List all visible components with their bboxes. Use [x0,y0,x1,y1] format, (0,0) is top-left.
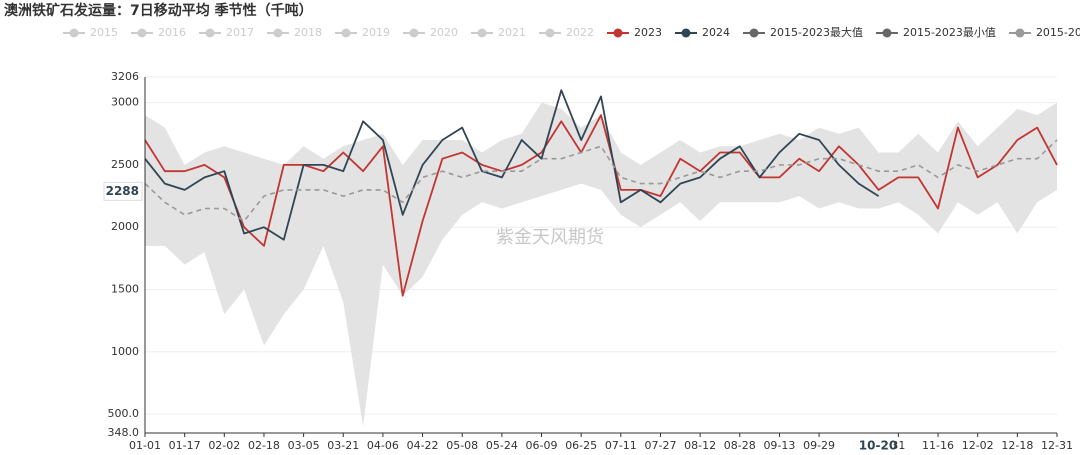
legend-label: 2018 [294,26,322,39]
pointer-y-label: 2288 [106,184,139,198]
y-tick-label: 2500 [111,158,139,171]
x-tick-label: 09-29 [803,439,835,452]
legend-icon-dot [1015,28,1025,38]
legend-icon-dot [409,28,419,38]
x-tick-label: 31 [891,439,905,452]
x-tick-label: 05-24 [486,439,518,452]
min-max-band [145,102,1057,427]
legend-label: 2021 [498,26,526,39]
legend-label: 2015-2023均值 [1036,26,1080,39]
legend-icon-dot [749,28,759,38]
x-tick-label: 08-12 [684,439,716,452]
x-tick-label: 02-02 [208,439,240,452]
x-tick-label: 12-31 [1041,439,1073,452]
x-tick-label: 02-18 [248,439,280,452]
y-tick-label: 348.0 [108,426,140,439]
series-line [144,89,880,241]
x-tick-label: 06-09 [526,439,558,452]
x-tick-label: 05-08 [446,439,478,452]
legend-label: 2015 [90,26,118,39]
legend-label: 2015-2023最大值 [770,25,863,39]
watermark: 紫金天风期货 [496,227,604,248]
legend-icon-dot [882,28,892,38]
series-line [144,114,1058,297]
legend-icon-dot [273,28,283,38]
legend-label: 2020 [430,26,458,39]
legend-icon-dot [477,28,487,38]
legend-icon-dot [545,28,555,38]
legend-label: 2016 [158,26,186,39]
series-line [144,139,1058,222]
y-tick-label: 2000 [111,220,139,233]
x-tick-label: 06-25 [565,439,597,452]
y-tick-label: 1500 [111,283,139,296]
x-tick-label: 04-06 [367,439,399,452]
legend-label: 2024 [702,26,730,39]
legend-icon-dot [69,28,79,38]
chart-title: 澳洲铁矿石发运量：7日移动平均 季节性（千吨） [4,2,313,19]
x-tick-label: 08-28 [724,439,756,452]
y-tick-label: 3206 [111,70,139,83]
x-tick-label: 03-21 [327,439,359,452]
legend-icon-dot [205,28,215,38]
x-tick-label: 12-02 [962,439,994,452]
legend-icon-dot [681,28,691,38]
legend-icon-dot [137,28,147,38]
legend-label: 2017 [226,26,254,39]
x-tick-label: 04-22 [407,439,439,452]
plot-area: 348.0 500.0 1000 1500 2000 2500 3000 3206 01-01 0… [103,70,1073,453]
x-tick-label: 01-01 [129,439,161,452]
x-tick-label: 07-27 [644,439,676,452]
legend-icon-dot [613,28,623,38]
x-tick-label: 07-11 [605,439,637,452]
legend-label: 2015-2023最小值 [903,26,996,39]
y-tick-label: 500.0 [108,407,140,420]
x-tick-label: 03-05 [288,439,320,452]
x-tick-label: 01-17 [169,439,201,452]
y-tick-label: 3000 [111,96,139,109]
legend-label: 2019 [362,26,390,39]
x-tick-label: 11-16 [922,439,954,452]
legend-label: 2022 [566,26,594,39]
legend-icon-dot [341,28,351,38]
y-tick-label: 1000 [111,345,139,358]
x-tick-label: 09-13 [763,439,795,452]
legend-label: 2023 [634,26,662,39]
x-tick-label: 12-18 [1001,439,1033,452]
pointer-y-box [103,181,143,201]
legend: 2015 2016 2017 2018 2019 2020 2021 2022 2023 2024… [63,25,1080,39]
pointer-x-label: 10-20 [859,439,897,453]
